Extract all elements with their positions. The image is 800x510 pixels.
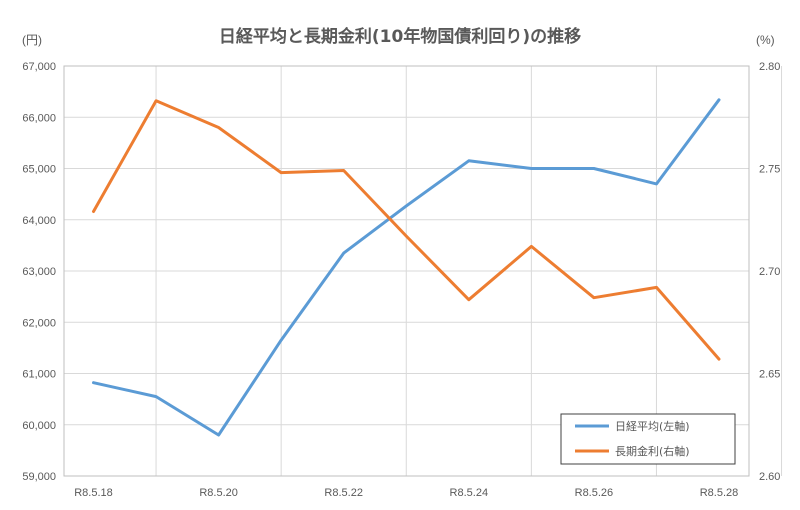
x-tick-label: R8.5.20 [199,487,238,499]
x-axis: R8.5.18 R8.5.20 R8.5.22 R8.5.24 R8.5.26 R8.5.… [74,487,738,499]
x-tick-label: R8.5.24 [450,487,489,499]
y-left-tick-label: 59,000 [22,471,56,483]
y-left-tick-label: 63,000 [22,266,56,278]
legend: 日経平均(左軸) 長期金利(右軸) [560,413,736,465]
x-tick-label: R8.5.28 [700,487,739,499]
legend-label-yield: 長期金利(右軸) [615,444,690,458]
y-left-tick-label: 66,000 [22,112,56,124]
chart-title: 日経平均と長期金利(10年物国債利回り)の推移 [219,26,581,47]
x-tick-label: R8.5.18 [74,487,113,499]
x-tick-label: R8.5.26 [575,487,614,499]
series-line-yield [92,99,721,361]
series-line-nikkei [92,98,721,437]
legend-label-nikkei: 日経平均(左軸) [615,419,690,433]
y-right-unit: (%) [756,33,775,47]
gridlines [64,66,783,476]
y-left-tick-label: 62,000 [22,317,56,329]
y-left-axis: 59,000 60,000 61,000 62,000 63,000 64,000 65,0… [22,61,56,483]
y-right-tick-label: 2.75 [759,164,780,176]
y-right-axis: 2.60 2.65 2.70 2.75 2.80 [759,61,780,483]
y-left-tick-label: 65,000 [22,164,56,176]
legend-box [560,413,736,465]
y-left-unit: (円) [22,33,42,47]
y-left-tick-label: 64,000 [22,215,56,227]
y-left-tick-label: 61,000 [22,369,56,381]
y-left-tick-label: 60,000 [22,420,56,432]
series-lines [92,98,721,437]
y-right-tick-label: 2.80 [759,61,780,73]
x-tick-label: R8.5.22 [324,487,363,499]
plot-area-border [63,65,750,477]
y-right-tick-label: 2.70 [759,266,780,278]
y-right-tick-label: 2.65 [759,369,780,381]
y-left-tick-label: 67,000 [22,61,56,73]
y-right-tick-label: 2.60 [759,471,780,483]
